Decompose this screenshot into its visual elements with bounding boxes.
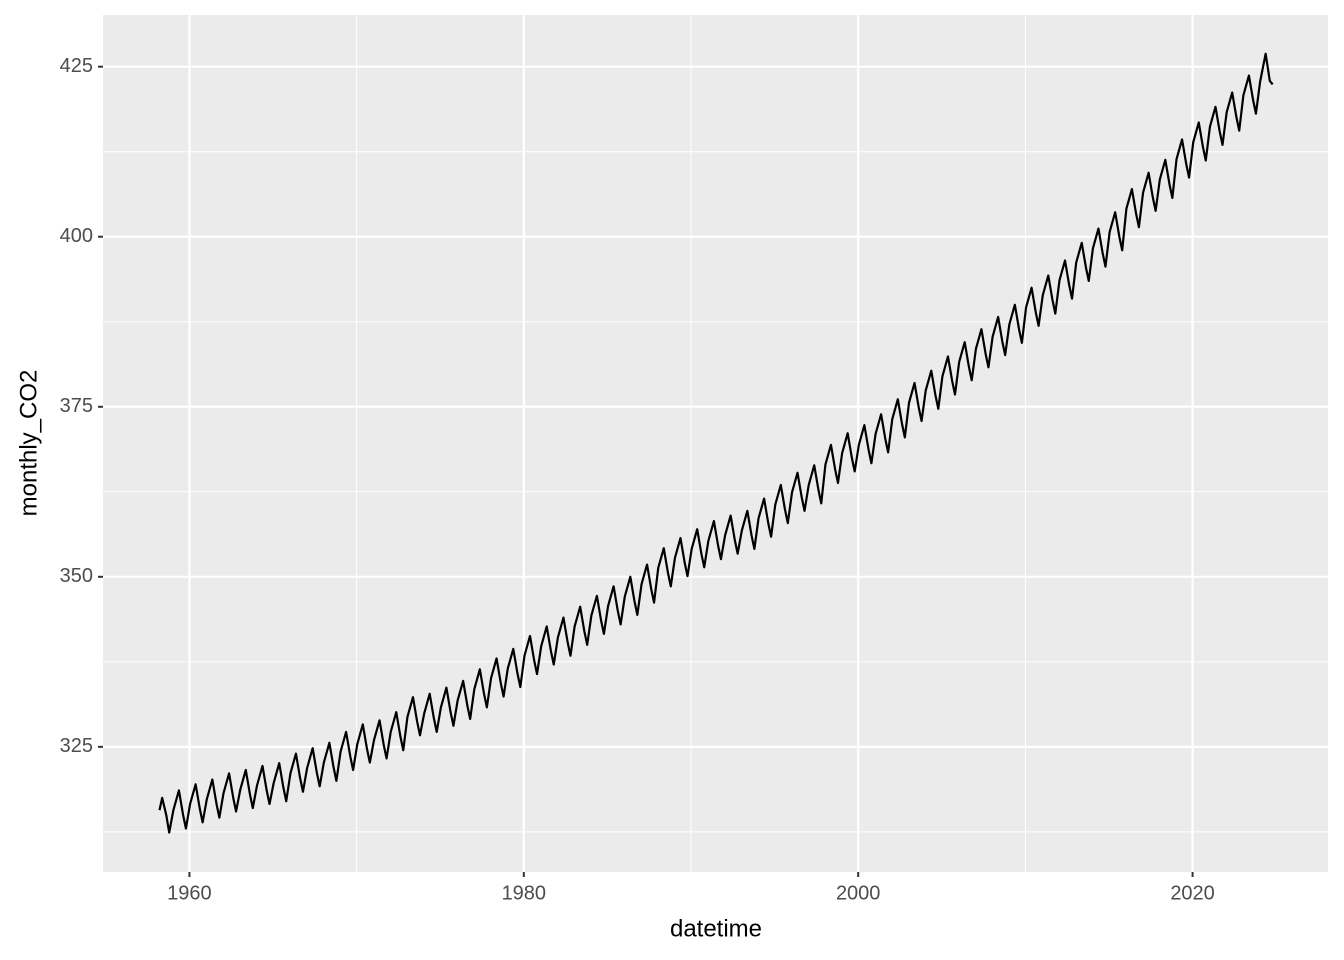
x-axis-title: datetime [670,915,762,942]
y-axis-title: monthly_CO2 [15,370,42,517]
y-tick-label: 325 [60,735,93,757]
y-tick-label: 400 [60,225,93,247]
x-tick-label: 1980 [502,882,547,904]
x-tick-label: 1960 [167,882,212,904]
y-tick-label: 425 [60,55,93,77]
data-line [158,52,1274,834]
y-tick-label: 350 [60,565,93,587]
x-tick-label: 2000 [836,882,881,904]
panel-background [103,15,1328,872]
x-tick-label: 2020 [1170,882,1215,904]
y-tick-label: 375 [60,395,93,417]
